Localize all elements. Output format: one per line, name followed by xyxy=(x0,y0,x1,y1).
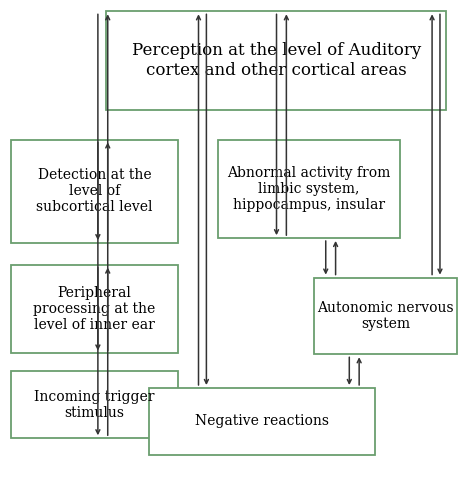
Text: Detection at the
level of
subcortical level: Detection at the level of subcortical le… xyxy=(36,168,153,214)
Text: Perception at the level of Auditory
cortex and other cortical areas: Perception at the level of Auditory cort… xyxy=(132,42,421,79)
Bar xyxy=(10,371,178,438)
Bar xyxy=(218,139,400,238)
Text: Autonomic nervous
system: Autonomic nervous system xyxy=(318,301,454,331)
Text: Peripheral
processing at the
level of inner ear: Peripheral processing at the level of in… xyxy=(33,286,155,332)
Bar xyxy=(314,278,457,355)
Bar xyxy=(106,11,447,110)
Text: Incoming trigger
stimulus: Incoming trigger stimulus xyxy=(34,390,155,420)
Text: Negative reactions: Negative reactions xyxy=(195,414,329,429)
Bar xyxy=(149,388,375,455)
Bar xyxy=(10,139,178,243)
Text: Abnormal activity from
limbic system,
hippocampus, insular: Abnormal activity from limbic system, hi… xyxy=(227,166,391,212)
Bar xyxy=(10,265,178,354)
